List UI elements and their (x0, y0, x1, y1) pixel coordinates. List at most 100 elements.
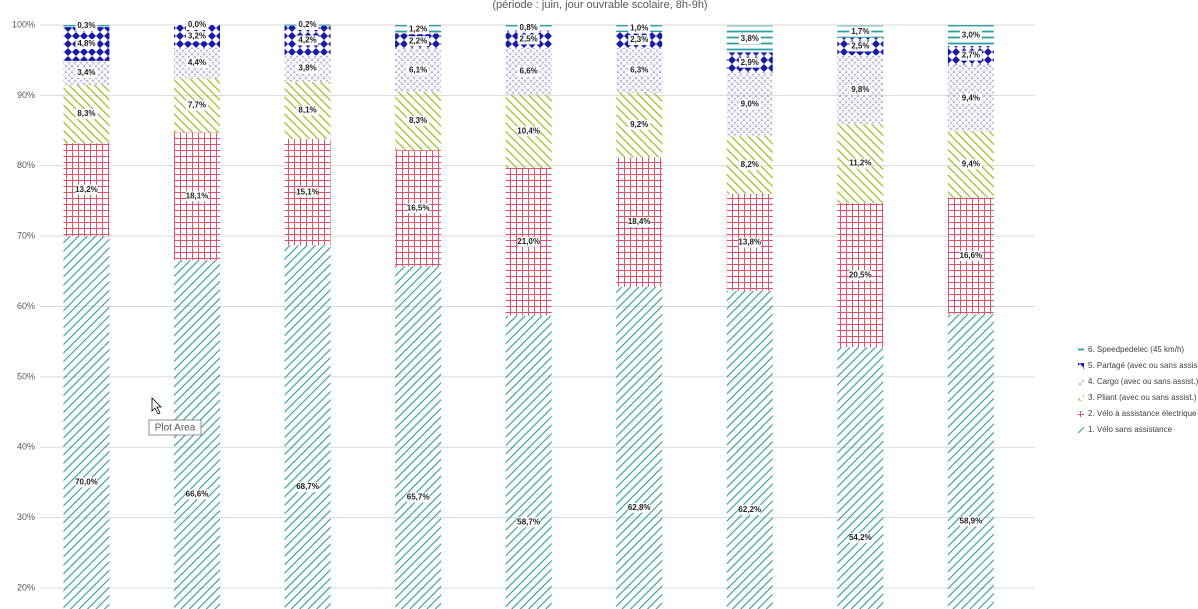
value-label: 65,7% (407, 493, 430, 502)
value-label: 0,3% (77, 21, 95, 30)
y-tick-label: 100% (12, 19, 35, 29)
value-label-bg (517, 66, 540, 77)
value-label-bg (959, 250, 982, 261)
value-label: 18,1% (186, 191, 209, 200)
value-label-bg (959, 159, 982, 170)
value-label: 68,7% (296, 482, 319, 491)
tooltip: Plot Area (155, 423, 196, 434)
legend-swatch (1078, 363, 1084, 369)
value-label-bg (849, 533, 872, 544)
bar-segment (726, 291, 773, 609)
value-label-bg (849, 41, 872, 52)
value-label: 21,0% (517, 237, 540, 246)
y-tick-label: 70% (17, 231, 35, 241)
value-label-bg (185, 191, 208, 202)
value-label-bg (185, 100, 208, 111)
y-tick-label: 30% (17, 512, 35, 522)
value-label: 2,2% (409, 36, 427, 45)
value-label-bg (849, 84, 872, 95)
legend-label: 1. Vélo sans assistance (1088, 425, 1173, 434)
value-label: 9,2% (630, 120, 648, 129)
value-label: 2,5% (520, 35, 538, 44)
value-label: 70,0% (75, 478, 98, 487)
value-label-bg (75, 39, 98, 50)
value-label-bg (75, 67, 98, 78)
value-label-bg (517, 22, 540, 33)
value-label: 62,8% (628, 503, 651, 512)
value-label: 18,4% (628, 217, 651, 226)
value-label: 1,0% (630, 24, 648, 33)
value-label: 2,9% (741, 58, 759, 67)
value-label: 8,1% (298, 106, 316, 115)
bar-segment (395, 266, 442, 609)
value-label-bg (628, 65, 651, 76)
value-label-bg (738, 57, 761, 68)
value-label-bg (75, 109, 98, 120)
value-label: 1,7% (851, 27, 869, 36)
value-label-bg (296, 105, 319, 116)
value-label-bg (517, 126, 540, 137)
value-label-bg (75, 21, 98, 32)
value-label-bg (185, 31, 208, 42)
value-label: 58,7% (517, 517, 540, 526)
legend-label: 3. Pliant (avec ou sans assist.) (1088, 393, 1197, 402)
value-label-bg (628, 23, 651, 34)
value-label-bg (517, 236, 540, 247)
legend-swatch (1078, 347, 1084, 353)
value-label: 8,3% (77, 109, 95, 118)
value-label-bg (849, 26, 872, 37)
value-label: 9,4% (962, 93, 980, 102)
value-label-bg (296, 187, 319, 198)
y-tick-label: 60% (17, 301, 35, 311)
value-label: 1,2% (409, 24, 427, 33)
value-label: 6,3% (630, 66, 648, 75)
value-label: 9,4% (962, 159, 980, 168)
value-label-bg (849, 158, 872, 169)
value-label: 3,8% (298, 64, 316, 73)
value-label: 9,0% (741, 100, 759, 109)
value-label: 66,6% (186, 490, 209, 499)
bar-segment (616, 286, 663, 609)
value-label-bg (296, 482, 319, 493)
value-label-bg (185, 58, 208, 69)
value-label: 16,5% (407, 203, 430, 212)
value-label: 4,4% (188, 58, 206, 67)
value-label-bg (296, 20, 319, 30)
value-label-bg (407, 492, 430, 503)
value-label-bg (628, 119, 651, 130)
value-label: 13,2% (75, 185, 98, 194)
value-label: 10,4% (517, 126, 540, 135)
value-label: 0,8% (520, 23, 538, 32)
value-label-bg (407, 36, 430, 47)
value-label-bg (296, 63, 319, 74)
value-label-bg (849, 270, 872, 281)
value-label-bg (628, 502, 651, 513)
value-label-bg (738, 34, 761, 45)
bar-segment (505, 315, 552, 609)
value-label-bg (517, 517, 540, 528)
value-label: 11,2% (849, 159, 871, 168)
value-label-bg (407, 65, 430, 76)
value-label-bg (296, 35, 319, 46)
value-label-bg (407, 24, 430, 35)
value-label-bg (738, 504, 761, 515)
value-label-bg (185, 20, 208, 30)
chart-subtitle: (période : juin, jour ouvrable scolaire,… (492, 0, 707, 11)
y-tick-label: 80% (17, 160, 35, 170)
value-label: 2,7% (962, 51, 980, 60)
value-label: 3,0% (962, 31, 980, 40)
value-label: 3,4% (77, 68, 95, 77)
value-label: 3,2% (188, 31, 206, 40)
value-label: 2,3% (630, 35, 648, 44)
value-label: 6,1% (409, 66, 427, 75)
value-label-bg (959, 93, 982, 104)
value-label: 15,1% (296, 187, 319, 196)
value-label: 2,5% (851, 42, 869, 51)
bar-segment (947, 314, 994, 609)
bar-segment (284, 245, 331, 609)
value-label: 13,8% (738, 238, 761, 247)
value-label-bg (75, 184, 98, 195)
value-label: 0,0% (188, 20, 206, 29)
value-label: 9,8% (851, 85, 869, 94)
y-tick-label: 20% (17, 582, 35, 592)
